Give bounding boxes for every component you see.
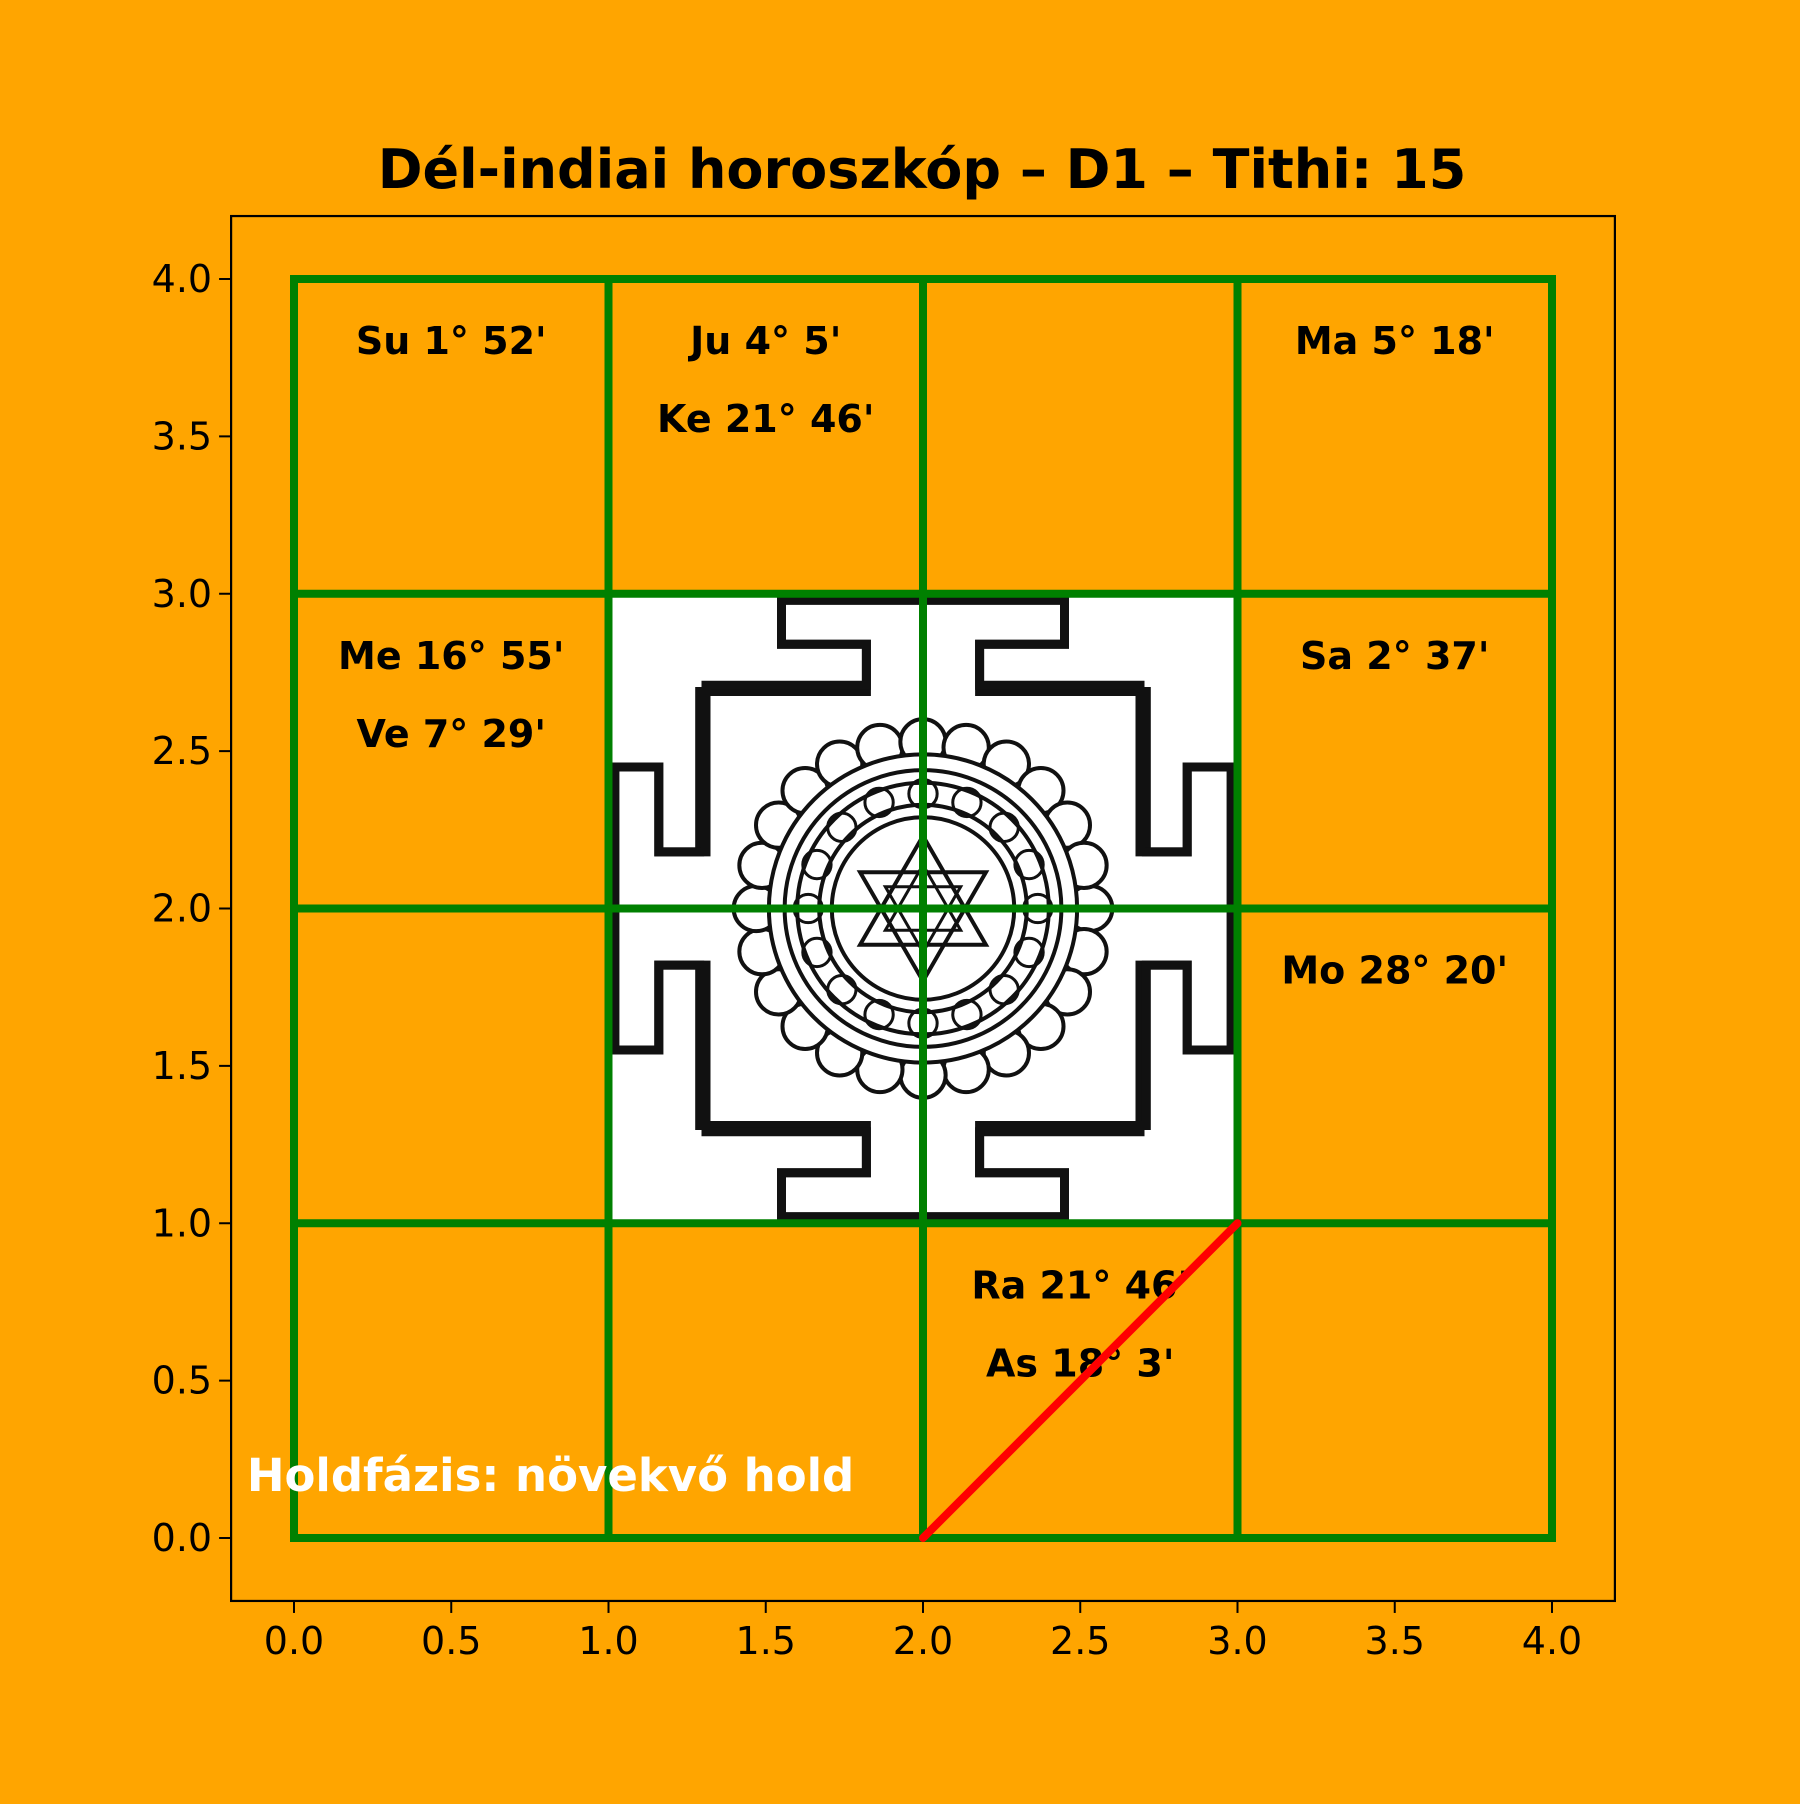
planet-label: Sa 2° 37': [1300, 634, 1489, 678]
x-tick-label: 1.5: [736, 1619, 796, 1663]
x-tick-label: 0.5: [421, 1619, 481, 1663]
planet-label: Ke 21° 46': [657, 397, 874, 441]
chart-title: Dél-indiai horoszkóp – D1 – Tithi: 15: [378, 138, 1467, 201]
y-tick-label: 3.5: [152, 414, 212, 458]
y-tick-label: 2.5: [152, 729, 212, 773]
y-tick-label: 1.0: [152, 1201, 212, 1245]
planet-label: Ma 5° 18': [1295, 319, 1495, 363]
planet-label: Ra 21° 46': [971, 1263, 1189, 1307]
y-tick-label: 0.5: [152, 1359, 212, 1403]
y-tick-label: 1.5: [152, 1044, 212, 1088]
y-tick-label: 3.0: [152, 572, 212, 616]
ascendant-line: [919, 1219, 1242, 1542]
axes: 0.0 0.5 1.0 1.5 2.0 2.5 3.0 3.5 4.0 0.0 0.5 1.0 1.5…: [152, 214, 1617, 1663]
planet-label: Mo 28° 20': [1281, 949, 1508, 993]
x-tick-label: 0.0: [264, 1619, 324, 1663]
y-axis-ticks: 0.0 0.5 1.0 1.5 2.0 2.5 3.0 3.5 4.0: [152, 257, 232, 1560]
x-tick-label: 4.0: [1522, 1619, 1582, 1663]
y-tick-label: 2.0: [152, 887, 212, 931]
y-tick-label: 0.0: [152, 1516, 212, 1560]
planet-label: Ve 7° 29': [356, 712, 546, 756]
y-tick-label: 4.0: [152, 257, 212, 301]
planet-labels: Su 1° 52' Ju 4° 5' Ke 21° 46' Ma 5° 18' Me 1…: [338, 319, 1508, 1385]
x-tick-label: 3.0: [1207, 1619, 1267, 1663]
planet-label: Me 16° 55': [338, 634, 564, 678]
x-tick-label: 2.0: [893, 1619, 953, 1663]
x-tick-label: 2.5: [1050, 1619, 1110, 1663]
planet-label: Su 1° 52': [356, 319, 547, 363]
x-axis-ticks: 0.0 0.5 1.0 1.5 2.0 2.5 3.0 3.5 4.0: [264, 1600, 1582, 1663]
x-tick-label: 1.0: [578, 1619, 638, 1663]
x-tick-label: 3.5: [1365, 1619, 1425, 1663]
moon-phase-label: Holdfázis: növekvő hold: [247, 1449, 854, 1502]
planet-label: Ju 4° 5': [687, 319, 841, 363]
